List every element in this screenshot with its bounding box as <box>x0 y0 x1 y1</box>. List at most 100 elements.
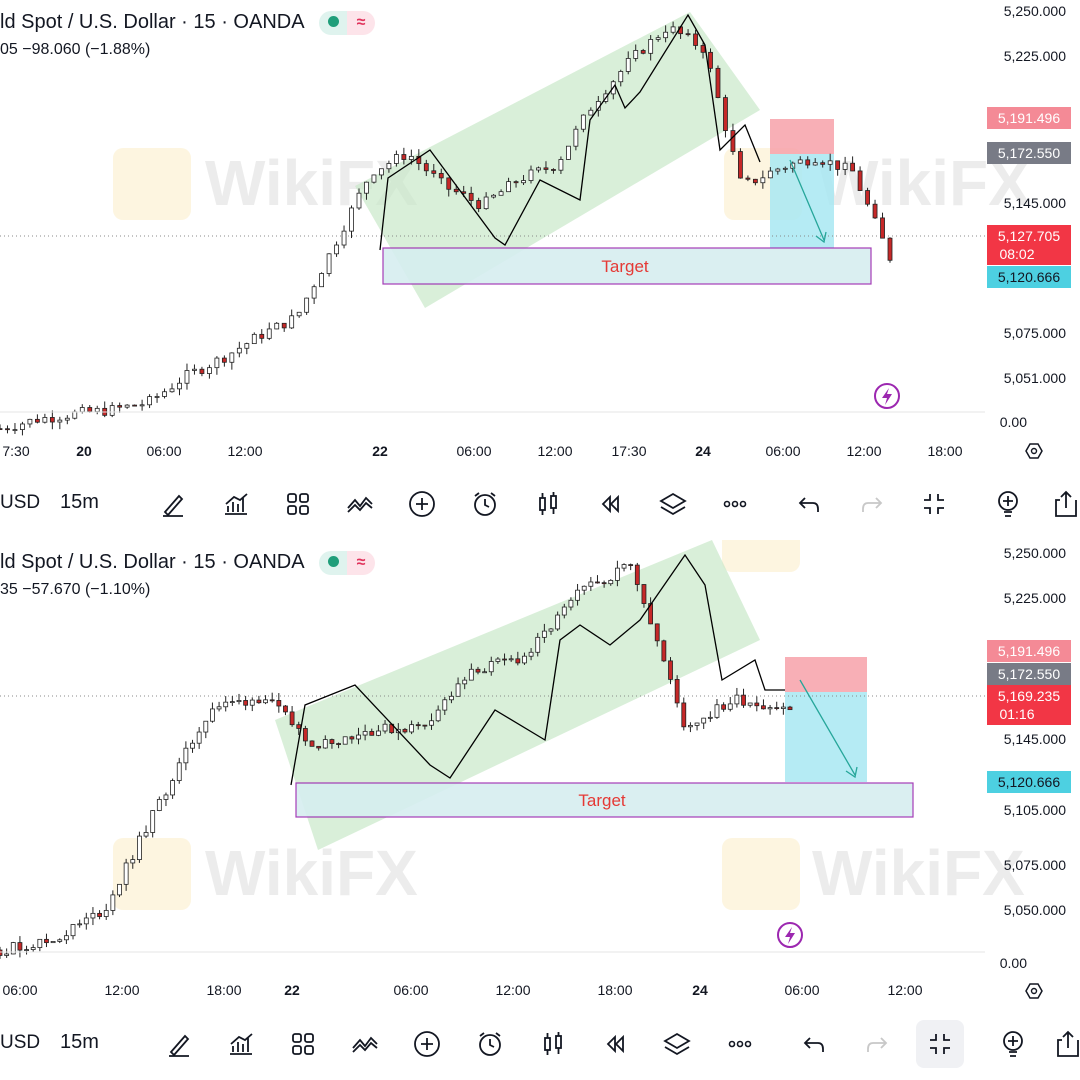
candle-body <box>196 731 202 744</box>
take-profit-zone[interactable] <box>770 154 834 248</box>
candle-body <box>199 368 205 374</box>
candle-body <box>435 709 441 722</box>
candle-body <box>633 50 639 59</box>
indicators-icon[interactable] <box>220 488 252 520</box>
layers-icon[interactable] <box>661 1028 693 1060</box>
indicators-icon[interactable] <box>225 1028 257 1060</box>
more-icon[interactable] <box>724 1028 756 1060</box>
candle-body <box>561 606 567 616</box>
x-tick: 12:00 <box>846 443 881 459</box>
stop-loss-zone[interactable] <box>770 119 834 154</box>
alarm-icon[interactable] <box>474 1028 506 1060</box>
compare-icon[interactable] <box>344 488 376 520</box>
layout-grid-icon[interactable] <box>282 488 314 520</box>
candle-body <box>495 658 501 662</box>
layout-grid-icon[interactable] <box>287 1028 319 1060</box>
toolbar-symbol[interactable]: USD <box>0 1032 41 1053</box>
ascending-channel[interactable] <box>355 12 760 308</box>
target-zone[interactable] <box>382 247 872 285</box>
layers-icon[interactable] <box>657 488 689 520</box>
chart-settings-icon[interactable] <box>1025 443 1043 459</box>
candle-body <box>551 169 556 171</box>
redo-icon[interactable] <box>861 1028 893 1060</box>
candle-body <box>502 658 507 661</box>
countdown-text: 01:16 <box>999 706 1034 722</box>
candle-body <box>236 347 242 354</box>
candle-body <box>727 703 733 710</box>
toolbar-symbol[interactable]: USD <box>0 492 41 513</box>
chart-panel-top[interactable]: WikiFX WikiFX Target 5,250.000 5,225.000… <box>0 0 1080 540</box>
candle-body <box>154 396 160 398</box>
candle-body <box>49 417 55 423</box>
candle-body <box>336 743 341 745</box>
chart-panel-bottom[interactable]: WikiFX WikiFX Target 5,250.000 5,225.000… <box>0 540 1080 1080</box>
lightning-icon[interactable] <box>874 383 900 409</box>
x-tick: 22 <box>284 982 300 998</box>
take-profit-zone[interactable] <box>785 692 867 782</box>
price-tag-text: 5,191.496 <box>998 110 1060 126</box>
candle-body <box>655 37 661 40</box>
market-status-badge[interactable]: ≈ <box>319 10 375 35</box>
add-icon[interactable] <box>406 488 438 520</box>
redo-icon[interactable] <box>856 488 888 520</box>
lightning-icon[interactable] <box>777 922 803 948</box>
undo-icon[interactable] <box>793 488 825 520</box>
candle-body <box>446 177 452 190</box>
more-icon[interactable] <box>719 488 751 520</box>
candle-body <box>747 702 753 706</box>
candle-body <box>453 188 459 193</box>
replay-icon[interactable] <box>599 1028 631 1060</box>
compare-icon[interactable] <box>349 1028 381 1060</box>
price-chart[interactable]: WikiFX WikiFX Target 5,250.000 5,225.000… <box>0 0 1080 470</box>
candle-body <box>805 159 811 166</box>
symbol-title[interactable]: ld Spot / U.S. Dollar · 15 · OANDA ≈ <box>0 10 375 35</box>
candle-body <box>162 391 167 397</box>
projection-arrow[interactable] <box>799 679 856 776</box>
candles-icon[interactable] <box>537 1028 569 1060</box>
stop-loss-zone[interactable] <box>785 657 867 692</box>
alarm-icon[interactable] <box>469 488 501 520</box>
bottom-toolbar: USD 15m <box>0 474 1080 534</box>
undo-icon[interactable] <box>798 1028 830 1060</box>
share-icon[interactable] <box>1050 488 1080 520</box>
candle-body <box>169 388 175 393</box>
drawing-tools-icon[interactable] <box>163 1028 195 1060</box>
candle-body <box>256 699 262 704</box>
projection-arrow[interactable] <box>789 159 825 241</box>
zigzag-line[interactable] <box>290 553 785 786</box>
ascending-channel[interactable] <box>275 540 760 850</box>
interval-button[interactable]: 15m <box>60 1031 99 1053</box>
candle-body <box>515 658 521 664</box>
candle-body <box>223 701 229 708</box>
market-status-badge[interactable]: ≈ <box>319 550 375 575</box>
target-zone[interactable] <box>295 782 914 818</box>
collapse-icon[interactable] <box>918 488 950 520</box>
candle-body <box>694 722 700 726</box>
symbol-title-text: ld Spot / U.S. Dollar · 15 · OANDA <box>0 550 304 573</box>
ideas-icon[interactable] <box>992 488 1024 520</box>
candle-body <box>761 705 766 710</box>
ideas-icon[interactable] <box>997 1028 1029 1060</box>
chart-settings-icon[interactable] <box>1025 983 1043 999</box>
candle-body <box>369 731 375 736</box>
price-chart[interactable]: WikiFX WikiFX Target 5,250.000 5,225.000… <box>0 540 1080 1010</box>
candle-body <box>170 780 176 796</box>
add-icon[interactable] <box>411 1028 443 1060</box>
candle-body <box>880 217 885 239</box>
candle-body <box>415 724 421 727</box>
candle-body <box>782 167 788 170</box>
candle-body <box>688 725 693 728</box>
candle-body <box>249 699 255 706</box>
candles-icon[interactable] <box>532 488 564 520</box>
y-tick: 0.00 <box>1000 955 1027 971</box>
arrow-head <box>815 231 827 244</box>
zigzag-line[interactable] <box>379 13 761 251</box>
symbol-title[interactable]: ld Spot / U.S. Dollar · 15 · OANDA ≈ <box>0 550 375 575</box>
interval-button[interactable]: 15m <box>60 491 99 513</box>
candle-body <box>887 237 893 261</box>
drawing-tools-icon[interactable] <box>157 488 189 520</box>
candle-body <box>283 705 288 713</box>
share-icon[interactable] <box>1052 1028 1080 1060</box>
replay-icon[interactable] <box>594 488 626 520</box>
collapse-icon[interactable] <box>916 1020 964 1068</box>
